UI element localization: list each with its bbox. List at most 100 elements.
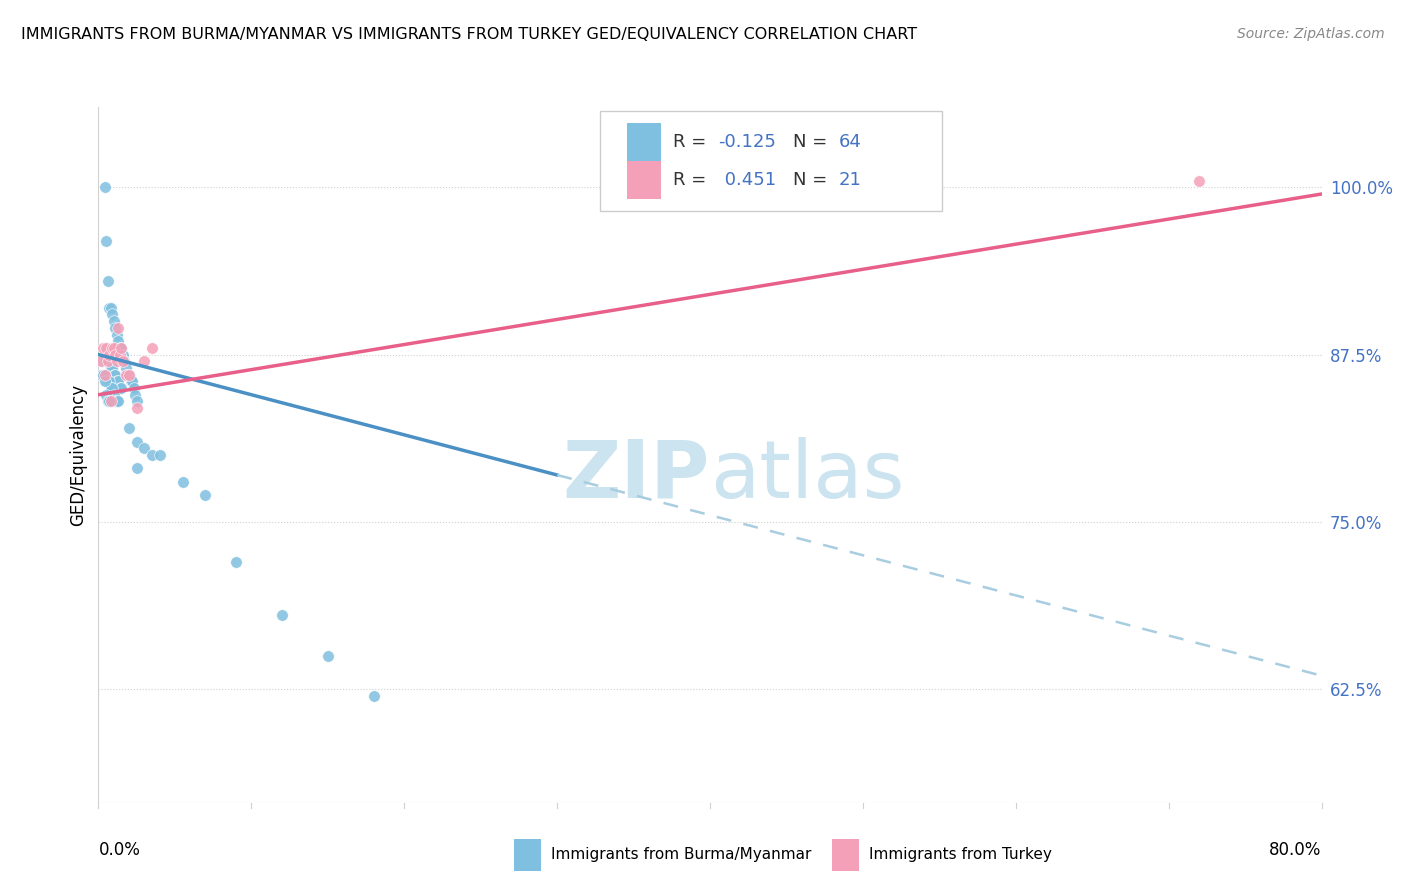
FancyBboxPatch shape (600, 111, 942, 211)
Point (125, 434, 148, 449)
Point (108, 341, 131, 355)
Point (94, 341, 117, 355)
Point (270, 608, 292, 623)
FancyBboxPatch shape (627, 161, 661, 199)
Point (98, 354, 121, 368)
Point (149, 448, 172, 462)
Text: R =: R = (673, 171, 713, 189)
Text: atlas: atlas (710, 437, 904, 515)
Point (112, 354, 135, 368)
Point (93, 368, 115, 382)
Point (1188, 174, 1211, 188)
Point (98, 375, 121, 389)
Text: 64: 64 (838, 133, 862, 151)
Point (98, 301, 121, 315)
Point (103, 341, 125, 355)
Text: Source: ZipAtlas.com: Source: ZipAtlas.com (1237, 27, 1385, 41)
Point (103, 314, 125, 328)
Point (110, 381, 132, 395)
Point (107, 334, 129, 349)
Point (108, 348, 131, 362)
Point (94, 388, 117, 402)
Point (103, 388, 125, 402)
Point (91, 368, 114, 382)
Point (120, 375, 142, 389)
Point (107, 375, 129, 389)
Point (110, 341, 132, 355)
Point (125, 394, 148, 409)
Point (118, 421, 141, 435)
Point (141, 448, 163, 462)
Text: 21: 21 (838, 171, 862, 189)
Point (105, 375, 128, 389)
Point (115, 361, 138, 376)
Point (316, 648, 339, 663)
Point (94, 375, 117, 389)
Point (94, 354, 117, 368)
Text: Immigrants from Burma/Myanmar: Immigrants from Burma/Myanmar (551, 847, 811, 863)
Text: 80.0%: 80.0% (1270, 841, 1322, 859)
Point (111, 348, 134, 362)
Text: 0.451: 0.451 (718, 171, 776, 189)
Text: Immigrants from Turkey: Immigrants from Turkey (869, 847, 1052, 863)
Point (94, 234, 117, 248)
Point (121, 375, 143, 389)
Point (104, 321, 127, 335)
Text: N =: N = (793, 133, 834, 151)
Point (100, 381, 122, 395)
Point (101, 308, 124, 322)
Point (100, 361, 122, 376)
Text: R =: R = (673, 133, 713, 151)
Point (125, 401, 148, 416)
Text: -0.125: -0.125 (718, 133, 776, 151)
Point (172, 475, 194, 489)
Point (104, 394, 127, 409)
Point (107, 394, 129, 409)
Point (125, 461, 148, 475)
Point (97, 394, 120, 409)
Text: ZIP: ZIP (562, 437, 710, 515)
Point (225, 555, 247, 569)
Point (101, 381, 124, 395)
FancyBboxPatch shape (515, 839, 541, 871)
Point (93, 354, 115, 368)
Point (90, 354, 112, 368)
Point (103, 368, 125, 382)
Point (98, 394, 121, 409)
Point (98, 348, 121, 362)
Point (91, 368, 114, 382)
Point (141, 341, 163, 355)
Point (107, 321, 129, 335)
Point (105, 394, 128, 409)
Point (118, 368, 141, 382)
Point (97, 274, 120, 288)
Point (97, 375, 120, 389)
FancyBboxPatch shape (832, 839, 859, 871)
Point (117, 368, 139, 382)
Text: IMMIGRANTS FROM BURMA/MYANMAR VS IMMIGRANTS FROM TURKEY GED/EQUIVALENCY CORRELAT: IMMIGRANTS FROM BURMA/MYANMAR VS IMMIGRA… (21, 27, 917, 42)
Point (105, 354, 128, 368)
Point (115, 368, 138, 382)
Point (100, 301, 122, 315)
Point (118, 368, 141, 382)
Point (104, 368, 127, 382)
FancyBboxPatch shape (627, 123, 661, 161)
Point (97, 354, 120, 368)
Point (110, 341, 132, 355)
Point (134, 354, 156, 368)
Point (105, 327, 128, 342)
Point (93, 375, 115, 389)
Point (108, 381, 131, 395)
Y-axis label: GED/Equivalency: GED/Equivalency (69, 384, 87, 526)
Text: N =: N = (793, 171, 834, 189)
Point (124, 388, 146, 402)
Point (101, 361, 124, 376)
Point (101, 341, 124, 355)
Point (91, 341, 114, 355)
Point (91, 354, 114, 368)
Point (111, 354, 134, 368)
Point (93, 368, 115, 382)
Point (104, 348, 127, 362)
Point (363, 689, 385, 703)
Point (134, 442, 156, 456)
